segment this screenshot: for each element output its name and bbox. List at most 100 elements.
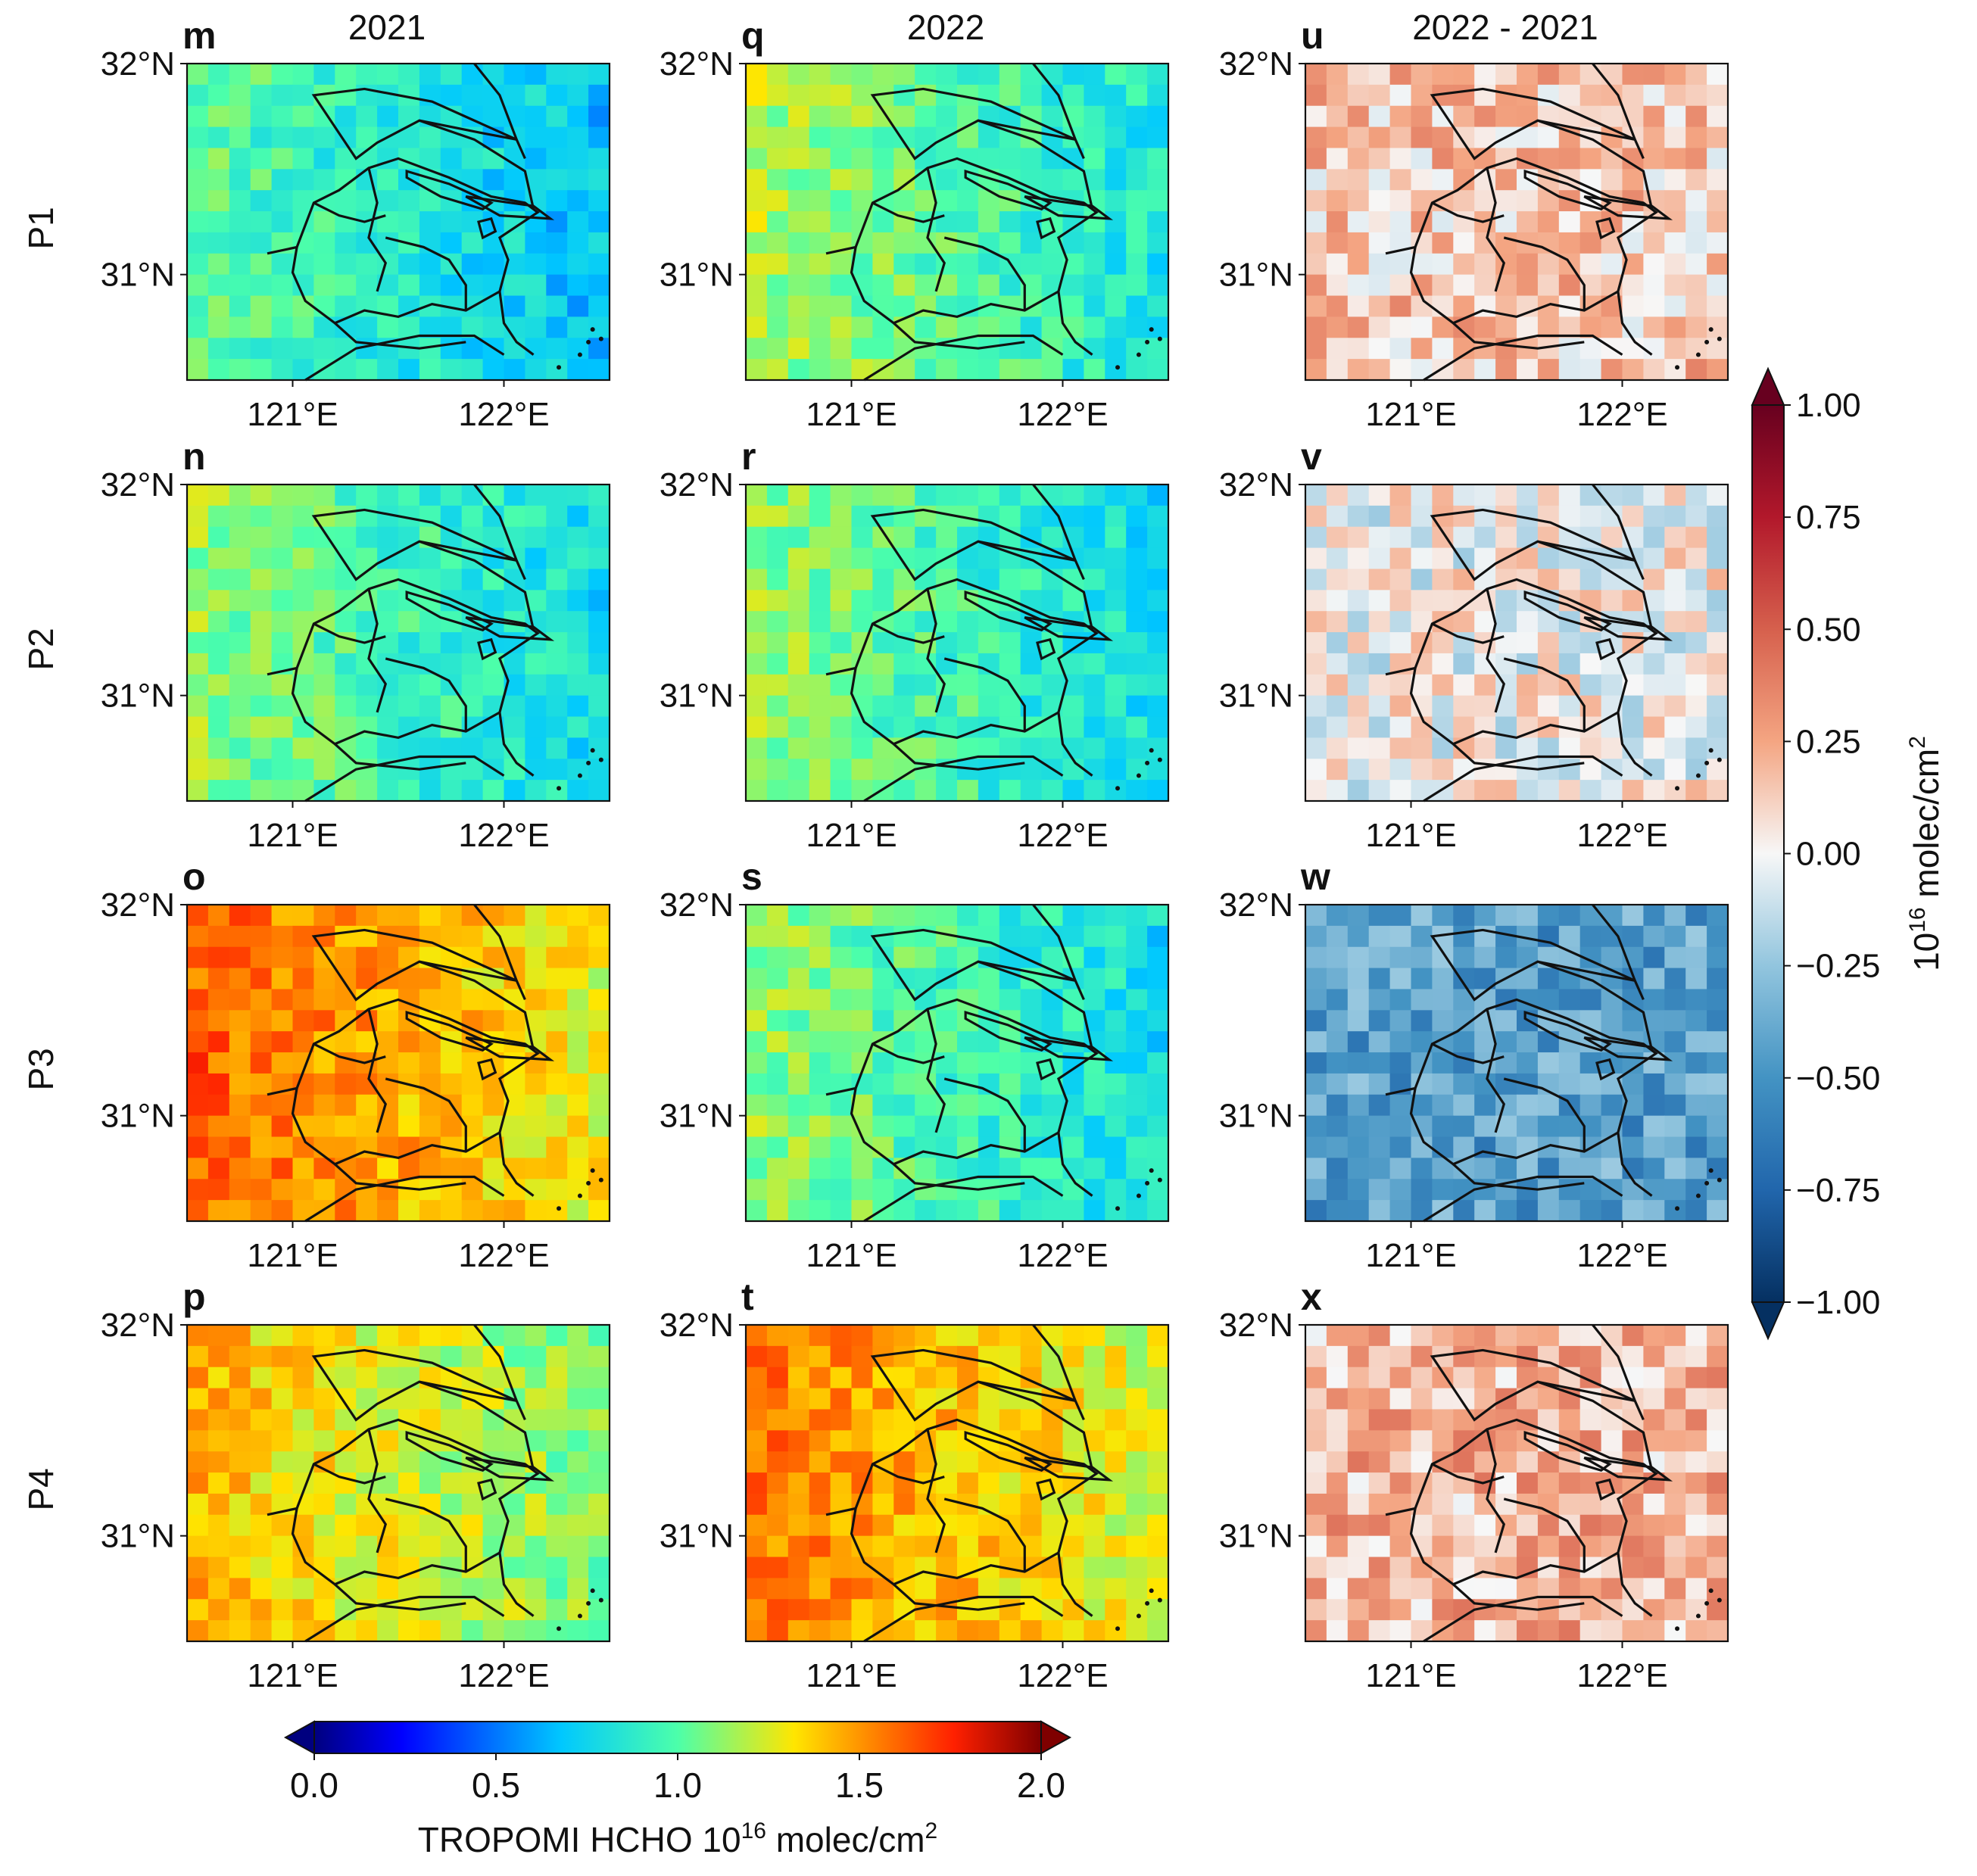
heatmap-cell: [1537, 1388, 1560, 1410]
heatmap-cell: [872, 1557, 894, 1578]
heatmap-cell: [440, 1599, 463, 1621]
heatmap-cell: [1347, 674, 1370, 696]
heatmap-cell: [207, 232, 230, 254]
heatmap-cell: [1389, 148, 1412, 170]
heatmap-cell: [746, 211, 768, 233]
heatmap-cell: [1020, 780, 1043, 802]
heatmap-cell: [1432, 968, 1454, 990]
heatmap-cell: [1579, 653, 1602, 675]
heatmap-cell: [546, 526, 568, 549]
boundary-line: [385, 659, 466, 731]
heatmap-cell: [419, 1325, 441, 1347]
heatmap-cell: [335, 190, 357, 212]
heatmap-cell: [567, 126, 589, 149]
lat-tick-label: 32°N: [101, 466, 175, 503]
heatmap-cell: [936, 105, 958, 128]
heatmap-cell: [787, 569, 810, 591]
island-mark: [598, 1177, 603, 1183]
heatmap-cell: [1643, 737, 1665, 759]
heatmap-cell: [1558, 1472, 1581, 1494]
heatmap-cell: [1453, 1493, 1475, 1516]
heatmap-cell: [335, 1136, 357, 1158]
heatmap-cell: [1347, 1535, 1370, 1558]
region-boundaries: [267, 485, 550, 801]
heatmap-cell: [978, 485, 1000, 506]
heatmap-cell: [1453, 253, 1475, 276]
heatmap-cell: [1558, 1620, 1581, 1642]
heatmap-cell: [250, 1599, 273, 1621]
heatmap-cell: [1685, 1535, 1707, 1558]
heatmap-cell: [567, 737, 589, 759]
heatmap-cell: [1411, 547, 1433, 570]
heatmap-cell: [250, 505, 273, 528]
heatmap-cell: [187, 989, 209, 1011]
heatmap-cell: [787, 989, 810, 1011]
heatmap-cell: [1495, 1493, 1517, 1516]
heatmap-cell: [588, 653, 610, 675]
heatmap-cell: [1020, 253, 1043, 276]
boundary-line: [1024, 1038, 1109, 1060]
heatmap-cell: [1126, 1073, 1148, 1095]
heatmap-cell: [1622, 925, 1644, 948]
heatmap-cell: [1368, 169, 1391, 191]
heatmap-cell: [588, 1094, 610, 1117]
island-mark: [1115, 1206, 1121, 1211]
heatmap-cell: [1558, 653, 1581, 675]
region-boundaries: [1386, 64, 1669, 380]
heatmap-cell: [588, 253, 610, 276]
heatmap-cell: [1432, 148, 1454, 170]
heatmap-cell: [1517, 211, 1539, 233]
heatmap-cell: [746, 1578, 768, 1600]
heatmap-cell: [1368, 1136, 1391, 1158]
heatmap-cell: [504, 1179, 525, 1201]
heatmap-cell: [915, 1200, 937, 1222]
heatmap-cell: [335, 780, 357, 802]
heatmap-cell: [999, 1345, 1021, 1368]
heatmap-cell: [1664, 1179, 1686, 1201]
lat-tick-label: 32°N: [660, 45, 734, 83]
heatmap-cell: [588, 1451, 610, 1473]
heatmap-cell: [207, 1514, 230, 1537]
boundary-line: [305, 1597, 504, 1641]
heatmap-cell: [957, 253, 979, 276]
heatmap-cell: [1664, 1200, 1686, 1222]
heatmap-cell: [207, 925, 230, 948]
heatmap-cell: [1707, 169, 1729, 191]
heatmap-cell: [1411, 590, 1433, 612]
heatmap-cell: [851, 84, 873, 107]
heatmap-cell: [1147, 190, 1169, 212]
heatmap-cell: [1453, 653, 1475, 675]
boundary-line: [385, 1499, 466, 1572]
heatmap-cell: [1305, 1451, 1327, 1473]
heatmap-cell: [746, 1052, 768, 1074]
heatmap-cell: [1062, 1115, 1084, 1138]
lon-tick-label: 121°E: [1365, 1657, 1456, 1694]
heatmap-cell: [1389, 105, 1412, 128]
heatmap-cell: [335, 1073, 357, 1095]
heatmap-cell: [1084, 716, 1105, 738]
heatmap-cell: [893, 905, 915, 927]
boundary-line: [944, 659, 1024, 731]
heatmap-cell: [292, 925, 314, 948]
heatmap-cell: [809, 946, 831, 969]
heatmap-cell: [1105, 316, 1127, 338]
panel-letter: u: [1301, 14, 1324, 57]
heatmap-cell: [851, 1158, 873, 1180]
heatmap-cell: [915, 925, 937, 948]
heatmap-cell: [809, 64, 831, 86]
boundary-line: [1487, 1009, 1504, 1133]
heatmap-cell: [746, 1115, 768, 1138]
heatmap-cell: [207, 1200, 230, 1222]
heatmap-cell: [187, 1366, 209, 1389]
heatmap-cell: [356, 295, 378, 317]
heatmap-cell: [746, 253, 768, 276]
heatmap-cell: [957, 211, 979, 233]
heatmap-cell: [1326, 1325, 1349, 1347]
heatmap-cell: [1411, 505, 1433, 528]
heatmap-cell: [1664, 674, 1686, 696]
island-mark: [1115, 1626, 1121, 1631]
heatmap-cell: [504, 1620, 525, 1642]
heatmap-cell: [809, 611, 831, 633]
heatmap-cell: [999, 695, 1021, 718]
heatmap-cell: [588, 968, 610, 990]
